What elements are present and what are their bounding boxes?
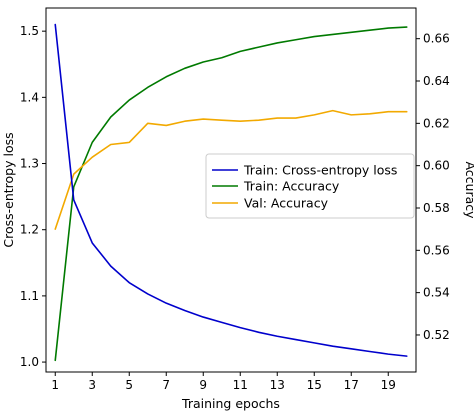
x-tick-label: 11 (233, 378, 248, 392)
series-line-train-loss (54, 23, 408, 357)
right-y-axis-ticks: 0.52 0.54 0.56 0.58 0.60 0.62 0.64 0.66 (416, 32, 450, 342)
x-tick-label: 7 (162, 378, 170, 392)
left-y-tick-label: 1.0 (20, 355, 39, 369)
x-tick-label: 15 (307, 378, 322, 392)
right-y-tick-label: 0.54 (423, 286, 450, 300)
right-y-tick-label: 0.62 (423, 116, 450, 130)
right-y-axis-label: Accuracy (463, 161, 474, 219)
legend-box (205, 153, 415, 219)
x-tick-label: 19 (381, 378, 396, 392)
legend-label-val-accuracy: Val: Accuracy (244, 196, 329, 211)
left-y-axis-label: Cross-entropy loss (1, 132, 16, 247)
left-y-tick-label: 1.3 (20, 157, 39, 171)
x-axis-label: Training epochs (181, 396, 280, 411)
legend-label-loss: Train: Cross-entropy loss (243, 163, 397, 178)
x-axis-ticks: 1 3 5 7 9 11 13 15 17 19 (51, 372, 396, 392)
left-y-tick-label: 1.2 (20, 223, 39, 237)
x-tick-label: 5 (125, 378, 133, 392)
left-y-axis-ticks: 1.0 1.1 1.2 1.3 1.4 1.5 (20, 24, 46, 369)
x-tick-label: 9 (199, 378, 207, 392)
right-y-tick-label: 0.64 (423, 74, 450, 88)
x-tick-label: 13 (270, 378, 285, 392)
series-line-val-accuracy (54, 109, 408, 230)
right-y-tick-label: 0.60 (423, 159, 450, 173)
series-line-train-accuracy (54, 26, 408, 362)
x-tick-label: 17 (344, 378, 359, 392)
x-tick-label: 3 (88, 378, 96, 392)
x-tick-label: 1 (51, 378, 59, 392)
right-y-tick-label: 0.66 (423, 32, 450, 46)
legend-label-train-accuracy: Train: Accuracy (243, 179, 340, 194)
right-y-tick-label: 0.58 (423, 201, 450, 215)
right-y-tick-label: 0.52 (423, 328, 450, 342)
left-y-tick-label: 1.5 (20, 24, 39, 38)
series-lines (54, 23, 408, 362)
left-y-tick-label: 1.1 (20, 289, 39, 303)
legend: Train: Cross-entropy loss Train: Accurac… (205, 153, 415, 219)
right-y-tick-label: 0.56 (423, 243, 450, 257)
left-y-tick-label: 1.4 (20, 90, 39, 104)
